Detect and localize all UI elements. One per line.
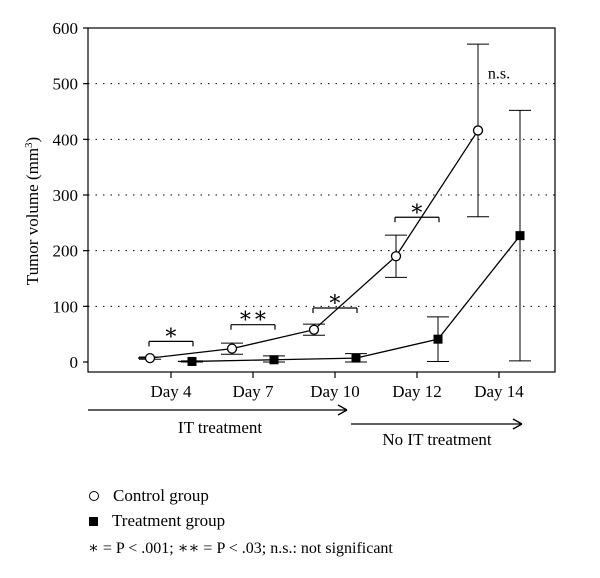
y-tick-label: 100	[53, 297, 79, 316]
control-point	[390, 251, 402, 262]
filled-square-icon	[89, 516, 98, 526]
series-line-treatment	[191, 235, 521, 363]
phase-arrowhead-it	[337, 404, 348, 416]
legend-control: Control group	[88, 486, 209, 506]
x-tick-label: Day 10	[310, 382, 360, 401]
control-point	[226, 343, 238, 354]
y-axis-ticks: 0 100 200 300 400 500 600	[53, 19, 88, 372]
x-axis-ticks: Day 4 Day 7 Day 10 Day 12 Day 14	[150, 372, 524, 401]
treatment-point	[515, 231, 525, 241]
significance-label: ∗	[328, 286, 343, 311]
significance-brackets: ∗∗∗∗∗n.s.	[148, 66, 510, 347]
grid-lines	[88, 83, 555, 307]
y-tick-label: 300	[53, 186, 79, 205]
y-tick-label: 200	[53, 242, 79, 261]
open-circle-icon	[89, 491, 99, 501]
treatment-point	[187, 356, 197, 366]
error-bars	[139, 43, 531, 363]
control-point	[144, 352, 156, 364]
x-tick-label: Day 14	[474, 382, 524, 401]
y-axis-label: Tumor volume (mm3)	[23, 137, 42, 285]
y-tick-label: 400	[53, 130, 79, 149]
phase-arrowhead-no-it	[512, 418, 523, 430]
y-tick-label: 600	[53, 19, 79, 38]
treatment-point	[433, 334, 443, 344]
phase-label-no-it: No IT treatment	[382, 430, 491, 449]
legend-control-label: Control group	[113, 486, 209, 505]
x-tick-label: Day 7	[232, 382, 274, 401]
control-point	[472, 125, 484, 136]
series-markers	[144, 125, 525, 366]
x-tick-label: Day 4	[150, 382, 192, 401]
plot-frame	[87, 27, 556, 373]
legend-treatment: Treatment group	[88, 511, 225, 531]
significance-label: ∗	[410, 195, 425, 220]
series-lines	[138, 130, 521, 363]
legend-treatment-label: Treatment group	[112, 511, 226, 530]
x-tick-label: Day 12	[392, 382, 442, 401]
treatment-phase-arrows: IT treatment No IT treatment	[88, 404, 523, 449]
significance-label: n.s.	[488, 66, 510, 83]
treatment-point	[351, 353, 361, 363]
phase-label-it: IT treatment	[178, 418, 262, 437]
y-tick-label: 500	[53, 75, 79, 94]
significance-label: ∗∗	[238, 303, 268, 328]
treatment-point	[269, 355, 279, 365]
y-tick-label: 0	[70, 353, 79, 372]
axes	[87, 27, 556, 373]
significance-footnote: ∗ = P < .001; ∗∗ = P < .03; n.s.: not si…	[88, 540, 393, 557]
significance-label: ∗	[164, 319, 179, 344]
control-point	[308, 324, 320, 335]
